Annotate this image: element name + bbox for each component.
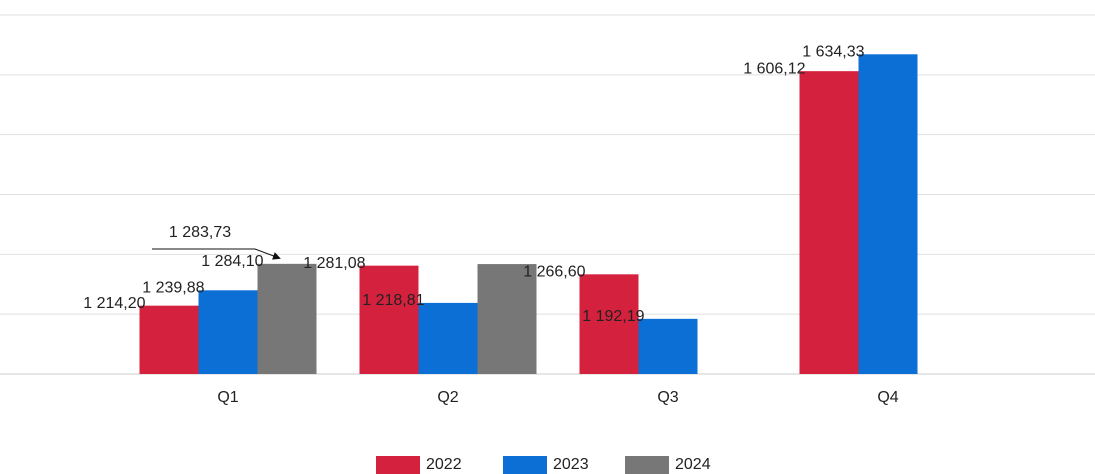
data-label: 1 283,73 — [169, 224, 231, 241]
bar — [198, 290, 258, 374]
x-tick-label: Q1 — [217, 389, 238, 406]
bar — [257, 263, 317, 374]
data-label: 1 218,81 — [362, 292, 424, 309]
data-label: 1 214,20 — [83, 295, 145, 312]
bar — [139, 305, 199, 374]
legend-swatch — [503, 456, 547, 474]
leader-line — [152, 248, 281, 260]
legend-label: 2023 — [553, 456, 589, 473]
bar — [477, 264, 537, 374]
data-label: 1 192,19 — [582, 308, 644, 325]
data-label: 1 266,60 — [523, 264, 585, 281]
legend-swatch — [376, 456, 420, 474]
legend-label: 2024 — [675, 456, 711, 473]
bar — [638, 318, 698, 374]
legend-label: 2022 — [426, 456, 462, 473]
bar — [418, 302, 478, 374]
legend-swatch — [625, 456, 669, 474]
x-tick-label: Q3 — [657, 389, 678, 406]
bar — [359, 265, 419, 374]
data-label: 1 634,33 — [802, 44, 864, 61]
x-tick-label: Q4 — [877, 389, 898, 406]
bar — [579, 274, 639, 374]
data-label: 1 239,88 — [142, 280, 204, 297]
bar — [799, 71, 859, 374]
data-label: 1 281,08 — [303, 255, 365, 272]
bar — [858, 54, 918, 375]
data-label: 1 284,10 — [201, 253, 263, 270]
data-label: 1 606,12 — [743, 60, 805, 77]
x-tick-label: Q2 — [437, 389, 458, 406]
